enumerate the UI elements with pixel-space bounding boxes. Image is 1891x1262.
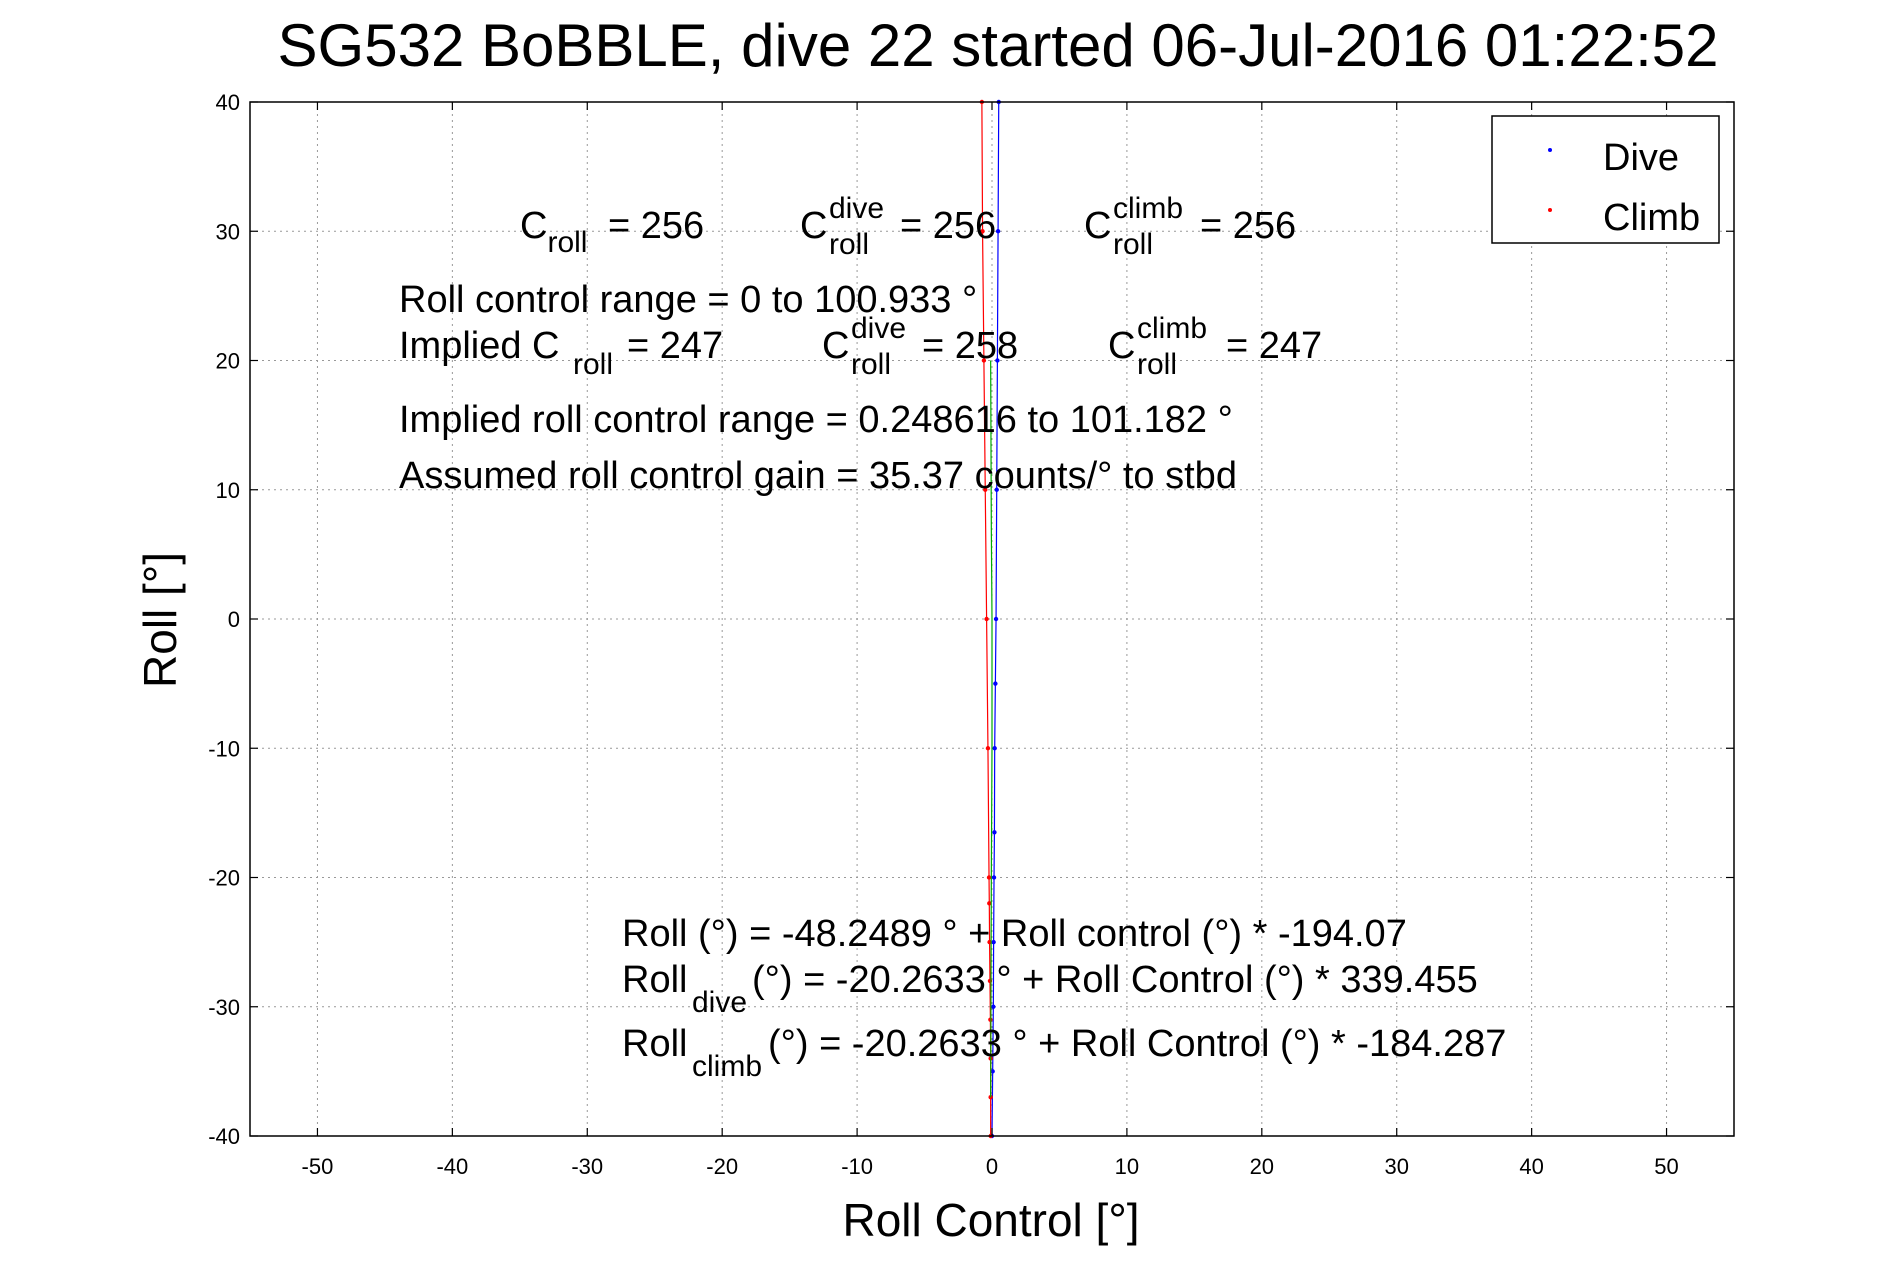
annotation-c-roll-climb-main: C [1084,205,1111,247]
annotation-implied-c-roll-value: = 247 [627,325,723,367]
legend-marker-dive [1548,148,1552,152]
climb-point [986,875,992,880]
climb-point [980,229,985,234]
climb-point [985,746,991,751]
annotation-c-roll-dive-value: = 256 [900,205,996,247]
annotation-implied-c-roll-dive-value: = 258 [922,325,1018,367]
x-tick-label: -30 [571,1154,603,1179]
annotation-implied-c-roll: Implied C [399,325,560,367]
dive-point [992,830,997,835]
x-tick-label: 10 [1115,1154,1139,1179]
dive-point [993,616,999,622]
annotation-fit-dive-rest: (°) = -20.2633 ° + Roll Control (°) * 33… [752,959,1478,1001]
annotation-fit-all: Roll (°) = -48.2489 ° + Roll control (°)… [622,913,1407,955]
annotation-implied-c-roll-dive-sup: dive [851,312,906,345]
annotation-roll-control-range: Roll control range = 0 to 100.933 ° [399,279,977,321]
y-axis-label: Roll [°] [134,552,186,688]
legend-label-climb: Climb [1603,197,1700,239]
dive-point [991,875,997,880]
y-tick-label: 0 [228,607,240,632]
x-tick-label: 50 [1654,1154,1678,1179]
x-tick-label: -50 [302,1154,334,1179]
dive-point [995,229,1001,234]
dive-point [991,1004,996,1009]
annotation-implied-c-roll-dive-sub: roll [851,348,891,381]
annotation-fit-dive-main: Roll [622,959,687,1001]
annotation-c-roll-climb-sup: climb [1113,192,1183,225]
annotation-implied-c-roll-climb-sub: roll [1137,348,1177,381]
annotation-c-roll-dive-main: C [800,205,827,247]
annotation-c-roll-dive-sub: roll [829,228,869,261]
annotation-implied-c-roll-climb: C [1108,325,1135,367]
y-tick-label: 40 [216,90,240,115]
legend-box [1491,115,1720,244]
x-tick-label: 30 [1384,1154,1408,1179]
x-tick-label: 40 [1519,1154,1543,1179]
annotation-c-roll-climb-sub: roll [1113,228,1153,261]
ticks: -50 -40 -30 -20 -10 0 10 20 30 40 50 -40 -30 -20 -10 0 1… [208,90,1734,1179]
annotation-c-roll-climb: C [1084,205,1111,247]
legend-marker-climb [1548,208,1552,212]
climb-point [984,616,989,622]
annotation-c-roll-dive-sup: dive [829,192,884,225]
y-tick-label: -30 [208,995,240,1020]
annotation-fit-climb-main: Roll [622,1023,687,1065]
y-tick-label: -10 [208,736,240,761]
legend-label-dive: Dive [1603,137,1679,179]
climb-point [981,358,987,363]
dive-point [990,1069,995,1074]
annotation-c-roll-dive: C [800,205,827,247]
annotation-fit-dive-sub: dive [692,986,747,1019]
annotation-implied-c-roll-climb-sup: climb [1137,312,1207,345]
dive-point [991,939,996,945]
annotation-implied-c-roll-dive: C [822,325,849,367]
annotation-implied-c-roll-climb-value: = 247 [1226,325,1322,367]
series-layer [979,99,1001,1139]
y-tick-label: -40 [208,1124,240,1149]
annotation-c-roll-climb-value: = 256 [1200,205,1296,247]
annotation-c-roll-main: C [520,205,547,247]
series-2-line [990,360,993,1098]
annotations: Croll = 256 C dive roll = 256 C climb ro… [399,192,1506,1083]
legend: Dive Climb [1491,115,1720,244]
annotation-c-roll: Croll [520,205,587,259]
x-tick-label: 0 [986,1154,998,1179]
y-tick-label: 20 [216,349,240,374]
x-tick-label: -20 [706,1154,738,1179]
climb-point [983,487,988,492]
x-tick-label: -40 [436,1154,468,1179]
chart-title: SG532 BoBBLE, dive 22 started 06-Jul-201… [278,12,1719,79]
dive-point [992,746,997,751]
grid [250,101,1734,1137]
y-tick-label: 30 [216,219,240,244]
dive-point [994,487,999,492]
annotation-assumed-gain: Assumed roll control gain = 35.37 counts… [399,455,1237,497]
climb-point [987,901,992,906]
annotation-fit-climb-sub: climb [692,1050,762,1083]
annotation-implied-range: Implied roll control range = 0.248616 to… [399,399,1233,441]
annotation-c-roll-value: = 256 [608,205,704,247]
annotation-fit-climb-rest: (°) = -20.2633 ° + Roll Control (°) * -1… [768,1023,1506,1065]
x-tick-label: 20 [1250,1154,1274,1179]
annotation-c-roll-sub: roll [547,226,587,259]
dive-point [993,681,998,686]
x-axis-label: Roll Control [°] [842,1194,1139,1246]
y-tick-label: 10 [216,478,240,503]
y-tick-label: -20 [208,866,240,891]
climb-point [988,1095,993,1100]
annotation-implied-c-roll-sub: roll [573,348,613,381]
dive-point [995,358,1000,363]
x-tick-label: -10 [841,1154,873,1179]
